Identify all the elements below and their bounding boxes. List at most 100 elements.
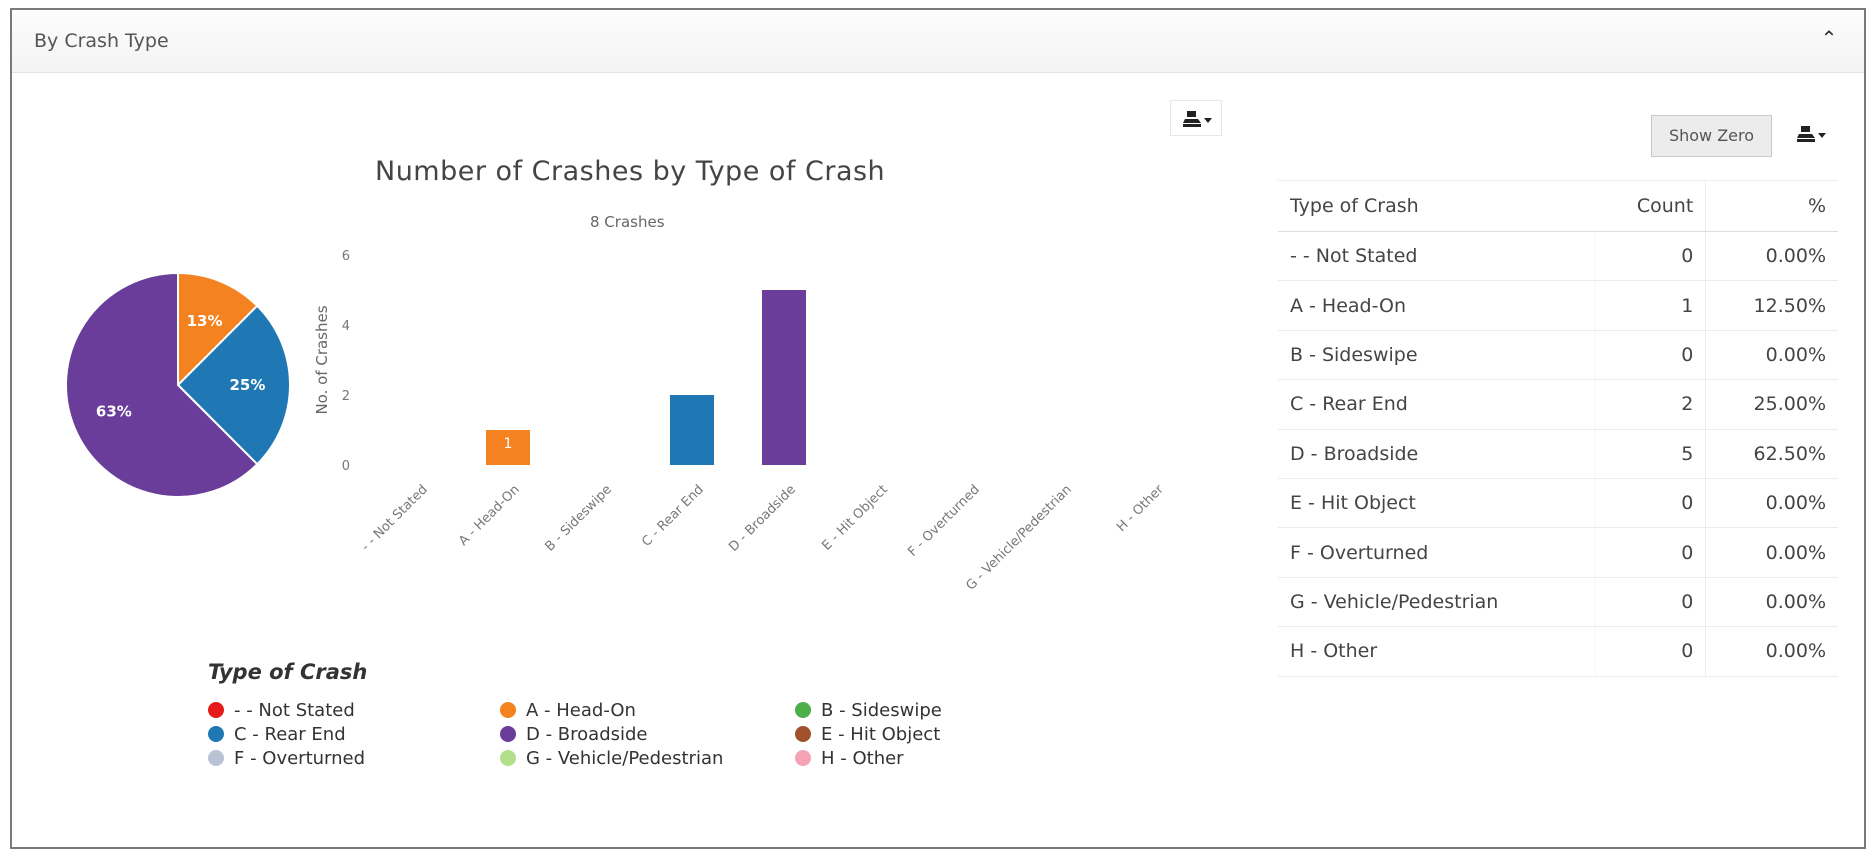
table-row: H - Other 0 0.00% <box>1278 626 1838 677</box>
cell-percent: 0.00% <box>1705 626 1838 677</box>
legend-swatch <box>208 726 224 742</box>
pie-data-label: 63% <box>96 403 132 421</box>
legend-label: F - Overturned <box>234 748 366 769</box>
table-row: - - Not Stated 0 0.00% <box>1278 231 1838 282</box>
cell-count: 0 <box>1594 330 1707 381</box>
pie-slice[interactable] <box>65 271 259 498</box>
legend-swatch <box>795 750 811 766</box>
x-tick-label: - - Not Stated <box>359 482 431 554</box>
cell-count: 5 <box>1594 429 1707 479</box>
cell-count: 0 <box>1594 478 1707 529</box>
x-tick-label: H - Other <box>1114 482 1167 535</box>
y-tick-label: 0 <box>342 459 350 474</box>
cell-type: D - Broadside <box>1278 429 1596 479</box>
cell-percent: 12.50% <box>1705 280 1838 331</box>
pie-slice[interactable] <box>176 304 291 466</box>
legend-label: H - Other <box>821 748 904 769</box>
cell-count: 0 <box>1594 231 1707 282</box>
x-tick-label: C - Rear End <box>639 482 707 550</box>
x-tick-label: A - Head-On <box>456 482 523 549</box>
cell-type: H - Other <box>1278 626 1596 677</box>
show-zero-button[interactable]: Show Zero <box>1651 115 1772 157</box>
table-row: A - Head-On 1 12.50% <box>1278 280 1838 331</box>
legend-item[interactable]: D - Broadside <box>500 724 648 745</box>
cell-percent: 0.00% <box>1705 478 1838 529</box>
x-tick-label: G - Vehicle/Pedestrian <box>963 482 1074 593</box>
legend-item[interactable]: - - Not Stated <box>208 700 355 721</box>
download-menu-icon <box>1183 111 1212 127</box>
cell-type: - - Not Stated <box>1278 231 1596 282</box>
cell-type: C - Rear End <box>1278 379 1596 430</box>
legend-swatch <box>795 702 811 718</box>
x-tick-label: D - Broadside <box>726 482 799 555</box>
column-header-percent[interactable]: % <box>1705 180 1838 232</box>
legend-item[interactable]: F - Overturned <box>208 748 365 769</box>
cell-type: B - Sideswipe <box>1278 330 1596 381</box>
cell-percent: 25.00% <box>1705 379 1838 430</box>
x-tick-label: E - Hit Object <box>819 482 891 554</box>
legend-label: A - Head-On <box>526 700 636 721</box>
legend-title: Type of Crash <box>208 660 368 684</box>
legend-swatch <box>500 750 516 766</box>
bar[interactable] <box>670 395 714 465</box>
crash-charts: 13% 25% 63% No. of Crashes 0 2 4 6 - - Not Stat… <box>65 249 1167 594</box>
legend-item[interactable]: H - Other <box>795 748 904 769</box>
legend-item[interactable]: C - Rear End <box>208 724 346 745</box>
bar[interactable] <box>486 430 530 465</box>
legend-label: - - Not Stated <box>234 700 355 721</box>
cell-percent: 0.00% <box>1705 231 1838 282</box>
legend-item[interactable]: B - Sideswipe <box>795 700 942 721</box>
legend-item[interactable]: E - Hit Object <box>795 724 940 745</box>
column-header-type[interactable]: Type of Crash <box>1278 180 1596 232</box>
cell-count: 0 <box>1594 577 1707 628</box>
y-tick-label: 2 <box>342 389 350 404</box>
legend-swatch <box>795 726 811 742</box>
pie-chart: 13% 25% 63% <box>65 271 291 498</box>
legend-label: C - Rear End <box>234 724 346 745</box>
column-header-count[interactable]: Count <box>1595 180 1707 232</box>
pie-slice[interactable] <box>177 271 259 388</box>
cell-type: F - Overturned <box>1278 527 1596 578</box>
crash-type-table: Type of Crash Count % - - Not Stated 0 0.0… <box>1278 180 1838 677</box>
y-axis-title: No. of Crashes <box>313 305 331 414</box>
cell-percent: 0.00% <box>1705 577 1838 628</box>
download-menu-icon <box>1797 126 1826 142</box>
panel-title: By Crash Type <box>34 30 169 52</box>
legend-swatch <box>500 726 516 742</box>
legend-label: G - Vehicle/Pedestrian <box>526 748 724 769</box>
bar[interactable] <box>762 290 806 465</box>
table-row: F - Overturned 0 0.00% <box>1278 527 1838 578</box>
cell-type: A - Head-On <box>1278 280 1596 331</box>
table-download-button[interactable] <box>1785 116 1837 152</box>
legend-swatch <box>208 702 224 718</box>
pie-data-label: 13% <box>187 312 223 330</box>
chart-download-button[interactable] <box>1170 100 1222 136</box>
y-tick-label: 4 <box>342 319 350 334</box>
cell-count: 2 <box>1594 379 1707 430</box>
cell-percent: 0.00% <box>1705 527 1838 578</box>
cell-count: 1 <box>1594 280 1707 331</box>
panel-header[interactable]: By Crash Type ⌃ <box>12 10 1864 73</box>
cell-count: 0 <box>1594 626 1707 677</box>
chart-subtitle: 8 Crashes <box>590 213 665 231</box>
cell-type: E - Hit Object <box>1278 478 1596 529</box>
x-tick-label: F - Overturned <box>905 482 983 560</box>
cell-percent: 62.50% <box>1705 429 1838 479</box>
legend-label: E - Hit Object <box>821 724 941 745</box>
bar-data-label: 1 <box>504 436 513 452</box>
chevron-up-icon[interactable]: ⌃ <box>1820 26 1838 50</box>
legend-label: B - Sideswipe <box>821 700 942 721</box>
y-tick-label: 6 <box>342 249 350 264</box>
table-row: D - Broadside 5 62.50% <box>1278 429 1838 479</box>
bar-chart: No. of Crashes 0 2 4 6 - - Not Stated 1 A - Hea… <box>313 249 1167 594</box>
table-row: C - Rear End 2 25.00% <box>1278 379 1838 430</box>
x-tick-label: B - Sideswipe <box>543 482 615 554</box>
table-header-row: Type of Crash Count % <box>1278 180 1838 232</box>
legend-item[interactable]: A - Head-On <box>500 700 636 721</box>
legend-item[interactable]: G - Vehicle/Pedestrian <box>500 748 723 769</box>
table-row: E - Hit Object 0 0.00% <box>1278 478 1838 529</box>
chart-title: Number of Crashes by Type of Crash <box>375 156 886 187</box>
cell-type: G - Vehicle/Pedestrian <box>1278 577 1596 628</box>
table-row: G - Vehicle/Pedestrian 0 0.00% <box>1278 577 1838 628</box>
cell-count: 0 <box>1594 527 1707 578</box>
